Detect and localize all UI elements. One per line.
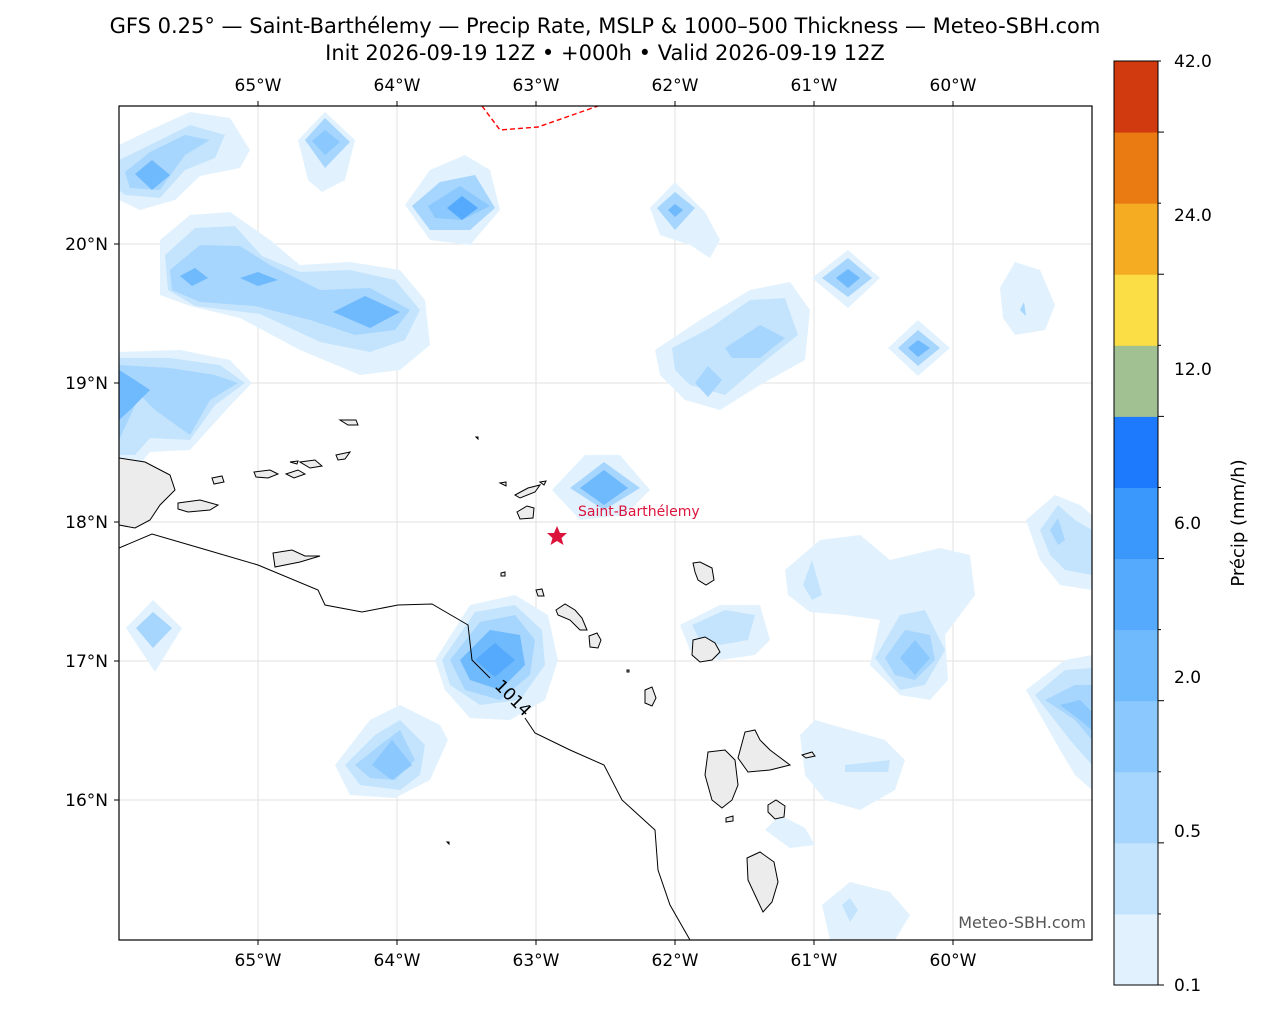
sint-eustatius (535, 588, 545, 597)
lat-tick-label: 20°N (65, 235, 108, 255)
top-lon-tick-labels: 65°W 64°W 63°W 62°W 61°W 60°W (235, 76, 977, 96)
watermark: Meteo-SBH.com (958, 913, 1086, 932)
colorbar-segment (1114, 61, 1158, 133)
right-lat-tick-label: 1 (1102, 791, 1113, 811)
graticule (119, 106, 1092, 940)
colorbar-tick-label: 0.5 (1174, 822, 1201, 842)
colorbar-tick-label: 6.0 (1174, 514, 1201, 534)
colorbar-tick-label: 42.0 (1174, 52, 1212, 72)
antigua (691, 636, 721, 663)
colorbar-segment (1114, 700, 1158, 773)
lat-tick-label: 17°N (65, 652, 108, 672)
grande-terre (737, 729, 792, 773)
colorbar-segment (1114, 771, 1158, 844)
lon-tick-label: 61°W (791, 951, 838, 971)
saint-croix (272, 549, 321, 568)
mslp-isobar (119, 533, 691, 940)
dominica (746, 851, 779, 913)
desirade (800, 751, 816, 759)
right-lat-tick-label: 1 (1102, 513, 1113, 533)
map-subtitle: Init 2026-09-19 12Z • +000h • Valid 2026… (325, 41, 885, 65)
lat-tick-label: 19°N (65, 374, 108, 394)
nevis (588, 632, 602, 649)
lon-tick-label: 63°W (513, 76, 560, 96)
right-lat-tick-label: 1 (1102, 374, 1113, 394)
basse-terre (704, 749, 739, 809)
right-lat-tick-label: 1 (1102, 652, 1113, 672)
marker-label: Saint-Barthélemy (578, 504, 700, 520)
thickness-contour (481, 106, 599, 131)
colorbar-segment (1114, 842, 1158, 915)
colorbar-segment (1114, 629, 1158, 702)
precipitation-field (119, 112, 1092, 940)
colorbar-segment (1114, 487, 1158, 560)
colorbar-tick-labels: 0.1 0.5 2.0 6.0 12.0 24.0 42.0 (1174, 52, 1212, 996)
aves (445, 841, 450, 846)
colorbar-segment (1114, 416, 1158, 488)
coastlines (119, 419, 816, 913)
saba (500, 571, 506, 577)
lon-tick-label: 64°W (374, 951, 421, 971)
lon-tick-label: 63°W (513, 951, 560, 971)
colorbar-segment (1114, 558, 1158, 631)
colorbar-tick-label: 12.0 (1174, 360, 1212, 380)
saint-barthelemy-marker[interactable]: Saint-Barthélemy (547, 504, 700, 545)
precip-colorbar (1113, 60, 1164, 986)
colorbar-label: Précip (mm/h) (1228, 459, 1249, 586)
anegada (338, 419, 359, 426)
lon-tick-label: 61°W (791, 76, 838, 96)
axis-ticks (114, 101, 954, 945)
puerto-rico (119, 457, 176, 529)
colorbar-segment (1114, 913, 1158, 986)
montserrat (644, 686, 657, 707)
colorbar-tick-label: 2.0 (1174, 668, 1201, 688)
colorbar-segment (1114, 345, 1158, 417)
lon-tick-label: 62°W (652, 951, 699, 971)
marie-galante (767, 799, 786, 820)
right-lat-tick-labels: 2 1 1 1 1 (1102, 235, 1113, 811)
star-icon (547, 526, 567, 545)
lon-tick-label: 64°W (374, 76, 421, 96)
lat-tick-label: 18°N (65, 513, 108, 533)
lon-tick-label: 60°W (930, 951, 977, 971)
right-lat-tick-label: 2 (1102, 235, 1113, 255)
left-lat-tick-labels: 20°N 19°N 18°N 17°N 16°N (65, 235, 108, 811)
saint-martin (516, 505, 535, 520)
lon-tick-label: 62°W (652, 76, 699, 96)
colorbar-frame (1113, 60, 1159, 986)
colorbar-segment (1114, 203, 1158, 275)
barbuda (692, 561, 715, 586)
bottom-lon-tick-labels: 65°W 64°W 63°W 62°W 61°W 60°W (235, 951, 977, 971)
lon-tick-label: 65°W (235, 76, 282, 96)
map-content: 1014 2 1 1 1 1 Saint-Barthélemy Meteo-SB… (119, 106, 1113, 940)
anguilla (513, 484, 542, 499)
map-frame (118, 105, 1093, 941)
map-background (119, 106, 1092, 940)
colorbar-tick-label: 0.1 (1174, 976, 1201, 996)
colorbar-segment (1114, 132, 1158, 204)
colorbar-segment (1114, 274, 1158, 346)
redonda (626, 669, 630, 673)
lat-tick-label: 16°N (65, 791, 108, 811)
colorbar-tick-label: 24.0 (1174, 206, 1212, 226)
vieques (177, 499, 220, 513)
map-title: GFS 0.25° — Saint-Barthélemy — Precip Ra… (109, 14, 1101, 38)
saint-kitts-nevis (555, 603, 588, 631)
lon-tick-label: 65°W (235, 951, 282, 971)
lon-tick-label: 60°W (930, 76, 977, 96)
